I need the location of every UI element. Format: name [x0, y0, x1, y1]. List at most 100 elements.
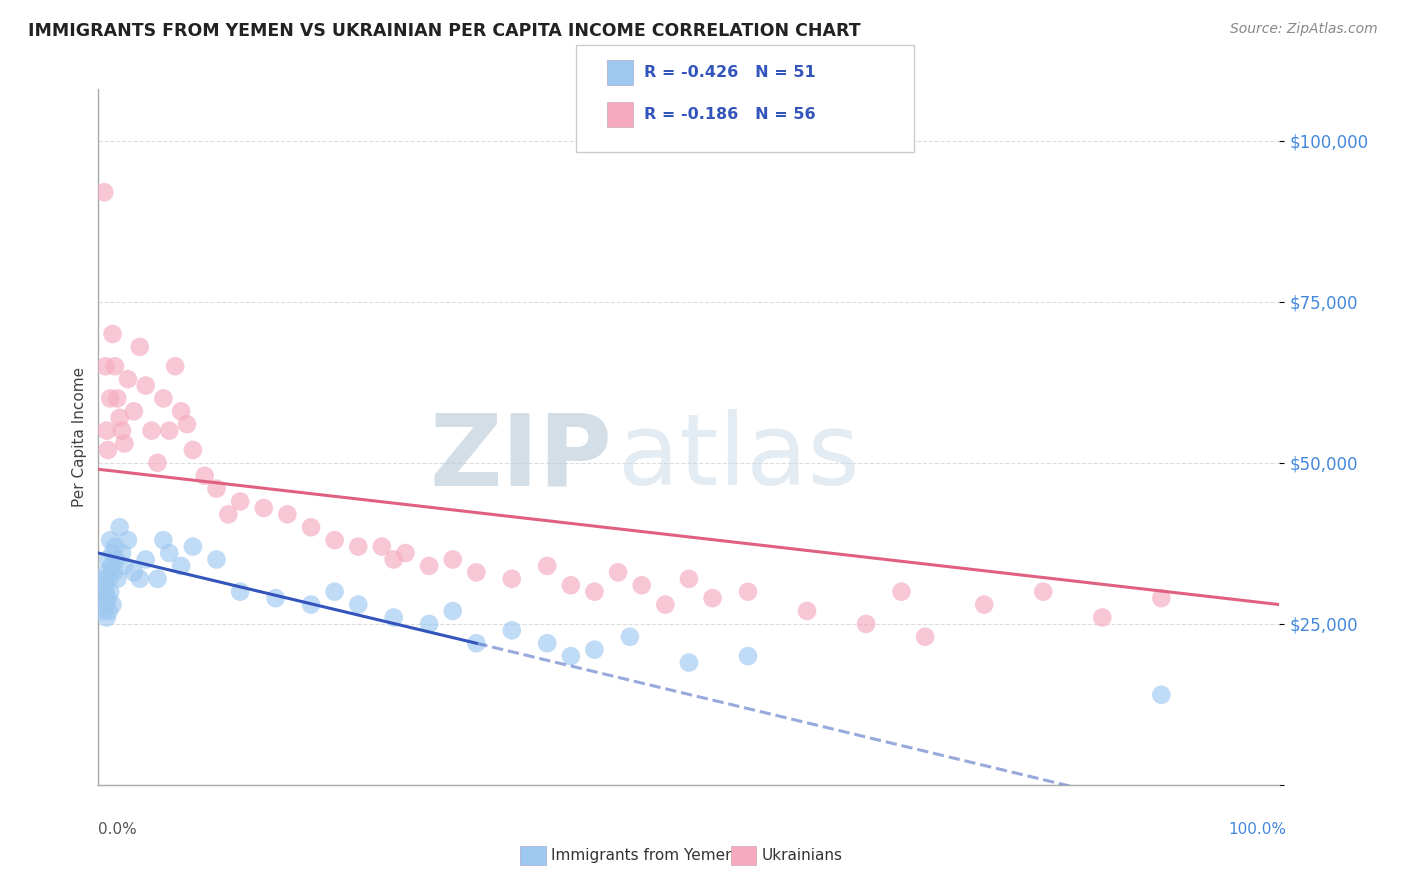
Point: [157, 424, 180, 438]
Point: [737, 584, 759, 599]
Text: R = -0.186   N = 56: R = -0.186 N = 56: [644, 107, 815, 121]
Point: [560, 578, 582, 592]
Point: [501, 624, 523, 638]
Point: [465, 636, 488, 650]
Point: [205, 552, 228, 566]
Point: [105, 572, 128, 586]
Point: [122, 566, 145, 580]
Point: [96, 610, 118, 624]
Point: [536, 558, 558, 573]
Point: [702, 591, 724, 606]
Point: [181, 540, 204, 554]
Point: [97, 442, 120, 457]
Y-axis label: Per Capita Income: Per Capita Income: [72, 367, 87, 508]
Text: Ukrainians: Ukrainians: [762, 848, 844, 863]
Point: [382, 610, 405, 624]
Text: Immigrants from Yemen: Immigrants from Yemen: [551, 848, 735, 863]
Point: [382, 552, 405, 566]
Point: [347, 598, 370, 612]
Text: ZIP: ZIP: [429, 409, 612, 507]
Point: [630, 578, 652, 592]
Point: [104, 540, 127, 554]
Point: [100, 558, 122, 573]
Point: [229, 584, 252, 599]
Text: Source: ZipAtlas.com: Source: ZipAtlas.com: [1230, 22, 1378, 37]
Point: [347, 540, 370, 554]
Point: [111, 424, 134, 438]
Point: [112, 436, 135, 450]
Point: [94, 598, 117, 612]
Point: [105, 392, 128, 406]
Point: [394, 546, 416, 560]
Point: [93, 578, 115, 592]
Point: [619, 630, 641, 644]
Point: [108, 410, 131, 425]
Point: [157, 546, 180, 560]
Point: [536, 636, 558, 650]
Point: [112, 558, 135, 573]
Text: R = -0.426   N = 51: R = -0.426 N = 51: [644, 65, 815, 79]
Point: [323, 584, 346, 599]
Point: [560, 649, 582, 664]
Point: [122, 404, 145, 418]
Point: [418, 616, 440, 631]
Text: 0.0%: 0.0%: [98, 822, 138, 837]
Text: 100.0%: 100.0%: [1229, 822, 1286, 837]
Point: [217, 508, 239, 522]
Point: [170, 404, 193, 418]
Point: [146, 572, 169, 586]
Point: [146, 456, 169, 470]
Point: [418, 558, 440, 573]
Point: [96, 566, 118, 580]
Point: [264, 591, 287, 606]
Point: [176, 417, 198, 432]
Point: [128, 572, 150, 586]
Text: atlas: atlas: [619, 409, 859, 507]
Point: [108, 520, 131, 534]
Point: [98, 533, 121, 548]
Point: [117, 372, 139, 386]
Point: [94, 584, 117, 599]
Point: [91, 591, 114, 606]
Point: [276, 508, 298, 522]
Point: [103, 566, 125, 580]
Text: IMMIGRANTS FROM YEMEN VS UKRAINIAN PER CAPITA INCOME CORRELATION CHART: IMMIGRANTS FROM YEMEN VS UKRAINIAN PER C…: [28, 22, 860, 40]
Point: [165, 359, 187, 374]
Point: [98, 584, 121, 599]
Point: [97, 552, 120, 566]
Point: [141, 424, 163, 438]
Point: [441, 604, 464, 618]
Point: [93, 186, 115, 200]
Point: [855, 616, 877, 631]
Point: [1091, 610, 1114, 624]
Point: [1032, 584, 1054, 599]
Point: [94, 359, 117, 374]
Point: [229, 494, 252, 508]
Point: [973, 598, 995, 612]
Point: [97, 591, 120, 606]
Point: [194, 468, 217, 483]
Point: [890, 584, 912, 599]
Point: [299, 598, 322, 612]
Point: [465, 566, 488, 580]
Point: [135, 552, 157, 566]
Point: [371, 540, 394, 554]
Point: [583, 642, 606, 657]
Point: [96, 424, 118, 438]
Point: [299, 520, 322, 534]
Point: [678, 656, 700, 670]
Point: [253, 500, 276, 515]
Point: [678, 572, 700, 586]
Point: [117, 533, 139, 548]
Point: [170, 558, 193, 573]
Point: [501, 572, 523, 586]
Point: [128, 340, 150, 354]
Point: [135, 378, 157, 392]
Point: [1150, 688, 1173, 702]
Point: [181, 442, 204, 457]
Point: [101, 598, 124, 612]
Point: [323, 533, 346, 548]
Point: [914, 630, 936, 644]
Point: [91, 572, 114, 586]
Point: [98, 572, 121, 586]
